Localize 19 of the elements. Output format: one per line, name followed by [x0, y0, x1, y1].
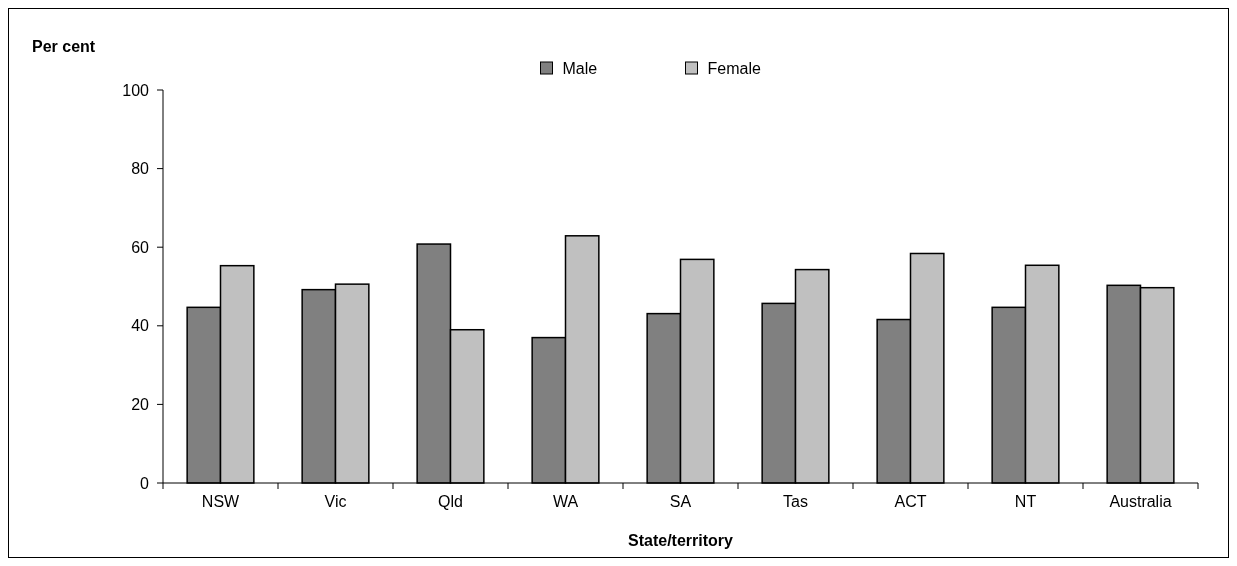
x-tick-label: Australia — [1109, 493, 1172, 510]
y-tick-label: 40 — [131, 317, 150, 335]
y-tick-label: 100 — [122, 81, 150, 99]
x-tick-label: ACT — [894, 493, 927, 510]
x-tick-label: Vic — [324, 493, 347, 510]
x-tick-label: Tas — [783, 493, 808, 510]
x-tick-label: NT — [1014, 493, 1037, 510]
y-axis-title: Per cent — [32, 38, 96, 55]
y-tick-label: 80 — [131, 160, 150, 178]
legend-label: Female — [707, 59, 761, 77]
x-tick-label: Qld — [438, 493, 463, 510]
x-tick-label: NSW — [201, 493, 241, 510]
legend-label: Male — [562, 59, 598, 77]
x-tick-label: WA — [552, 493, 579, 510]
y-tick-label: 0 — [140, 474, 150, 492]
y-tick-label: 60 — [131, 238, 150, 256]
x-tick-label: SA — [669, 493, 692, 510]
x-axis-title: State/territory — [628, 532, 734, 549]
y-tick-label: 20 — [131, 396, 150, 413]
